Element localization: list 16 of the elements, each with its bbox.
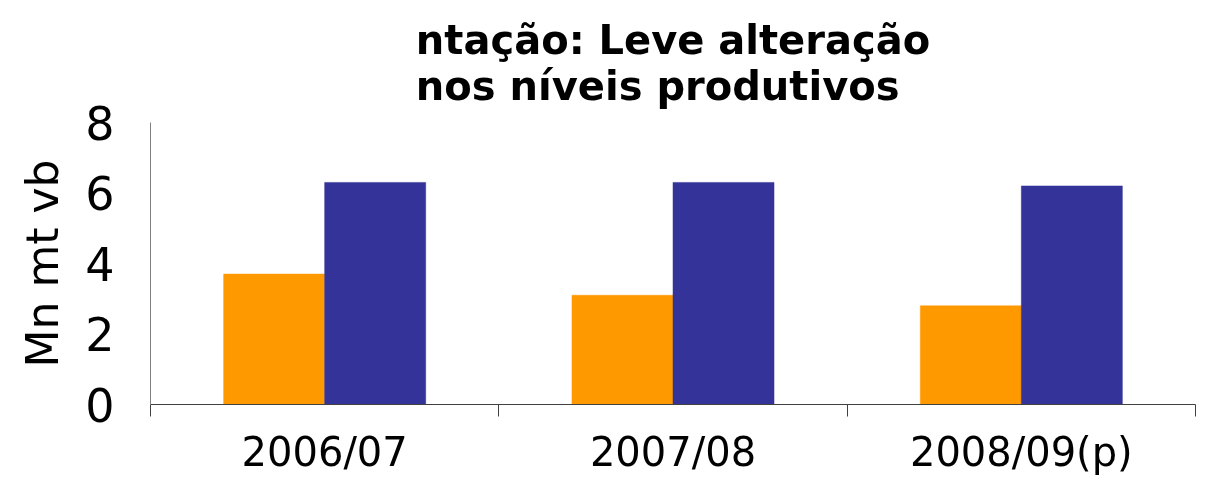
y-axis-title: Mn mt vb — [17, 159, 69, 368]
y-tick-label: 0 — [85, 378, 115, 433]
x-tick-label: 2007/08 — [589, 428, 757, 475]
chart-title: ntação: Leve alteração nos níveis produtivos — [415, 16, 931, 109]
y-tick-label: 2 — [85, 308, 115, 362]
bar — [672, 182, 775, 405]
bar — [324, 182, 426, 405]
y-tick-label: 8 — [85, 96, 115, 151]
y-tick-label: 4 — [85, 237, 115, 292]
bar — [1021, 185, 1123, 405]
x-tick-label: 2006/07 — [241, 428, 408, 475]
x-tick-label: 2008/09(p) — [909, 428, 1133, 475]
bar — [920, 305, 1022, 405]
bar — [571, 294, 674, 405]
bar — [223, 273, 325, 405]
y-tick-label: 6 — [85, 167, 115, 221]
